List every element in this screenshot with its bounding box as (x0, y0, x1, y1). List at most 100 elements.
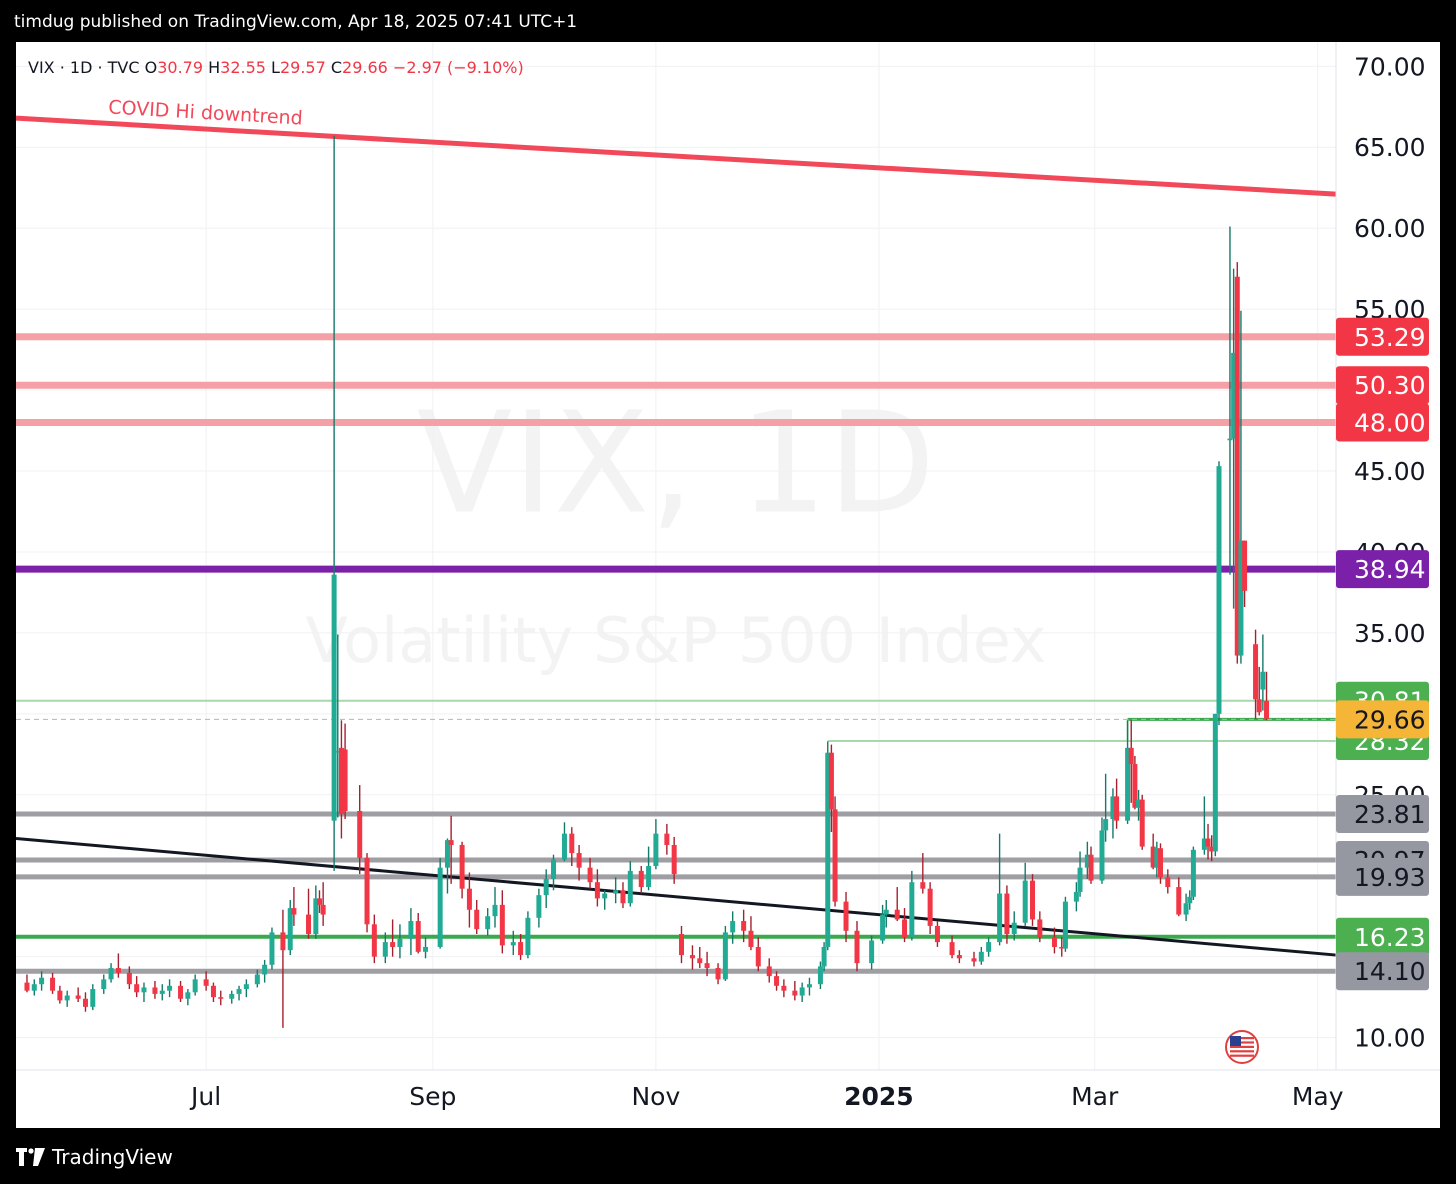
candle-body[interactable] (880, 914, 886, 941)
candle-body[interactable] (1004, 893, 1010, 935)
candle-body[interactable] (415, 921, 421, 952)
candle-body[interactable] (313, 898, 319, 935)
candle-body[interactable] (382, 942, 388, 957)
candle-body[interactable] (262, 964, 268, 975)
candle-body[interactable] (971, 958, 977, 962)
candle-body[interactable] (569, 833, 575, 854)
trendline[interactable] (16, 115, 1337, 197)
candle-body[interactable] (437, 867, 443, 947)
candle-body[interactable] (536, 895, 542, 918)
candle-body[interactable] (152, 987, 158, 994)
candles[interactable] (24, 135, 1270, 1028)
candle-body[interactable] (1216, 466, 1222, 714)
candle-body[interactable] (638, 870, 644, 888)
candle-body[interactable] (1201, 838, 1207, 850)
candle-body[interactable] (755, 946, 761, 967)
candle-body[interactable] (1183, 903, 1189, 915)
candle-body[interactable] (1022, 880, 1028, 923)
candle-body[interactable] (108, 968, 114, 980)
candle-body[interactable] (551, 859, 557, 879)
candle-body[interactable] (50, 977, 56, 991)
candle-body[interactable] (24, 982, 30, 991)
candle-body[interactable] (986, 942, 992, 952)
candle-body[interactable] (1136, 799, 1142, 808)
candle-body[interactable] (390, 942, 396, 947)
vix-chart[interactable]: VIX, 1D Volatility S&P 500 Index COVID Hi… (16, 42, 1440, 1128)
candle-body[interactable] (1062, 901, 1068, 949)
candle-body[interactable] (1088, 854, 1094, 881)
candle-body[interactable] (1073, 891, 1079, 902)
candle-body[interactable] (1231, 352, 1237, 439)
candle-body[interactable] (1227, 438, 1233, 441)
candle-body[interactable] (444, 840, 450, 868)
candle-body[interactable] (1264, 700, 1270, 719)
candle-body[interactable] (587, 867, 593, 883)
candle-body[interactable] (1139, 799, 1145, 847)
candle-body[interactable] (1157, 848, 1163, 878)
candle-body[interactable] (1059, 946, 1065, 949)
candle-body[interactable] (291, 908, 297, 915)
candle-body[interactable] (335, 751, 341, 753)
candle-body[interactable] (1103, 819, 1109, 831)
candle-body[interactable] (817, 966, 823, 985)
candle-body[interactable] (218, 997, 224, 999)
candle-body[interactable] (1165, 877, 1171, 888)
candle-body[interactable] (883, 909, 889, 915)
candle-body[interactable] (192, 979, 198, 993)
candle-body[interactable] (774, 976, 780, 986)
candle-body[interactable] (1037, 919, 1043, 938)
candle-body[interactable] (243, 984, 249, 990)
candle-body[interactable] (1238, 540, 1244, 656)
candle-body[interactable] (1260, 671, 1266, 690)
candle-body[interactable] (689, 955, 695, 959)
candle-body[interactable] (799, 987, 805, 996)
candle-body[interactable] (254, 974, 260, 985)
candle-body[interactable] (203, 979, 209, 986)
candle-body[interactable] (613, 890, 619, 894)
candle-body[interactable] (75, 995, 81, 999)
candle-body[interactable] (949, 942, 955, 956)
candle-body[interactable] (141, 987, 147, 993)
candle-body[interactable] (167, 985, 173, 991)
candle-body[interactable] (748, 930, 754, 947)
candle-body[interactable] (1084, 854, 1090, 868)
candle-body[interactable] (1242, 540, 1248, 591)
candle-body[interactable] (338, 747, 344, 815)
candle-body[interactable] (236, 989, 242, 994)
candle-body[interactable] (485, 916, 491, 930)
candle-body[interactable] (927, 888, 933, 926)
candle-body[interactable] (1154, 848, 1160, 868)
candle-body[interactable] (664, 833, 670, 845)
candle-body[interactable] (1099, 830, 1105, 881)
candle-body[interactable] (697, 958, 703, 964)
candle-body[interactable] (1253, 644, 1259, 700)
candle-body[interactable] (894, 909, 900, 920)
candle-body[interactable] (364, 857, 370, 925)
candle-body[interactable] (620, 890, 626, 904)
candle-body[interactable] (978, 951, 984, 962)
candle-body[interactable] (134, 984, 140, 993)
candle-body[interactable] (741, 921, 747, 931)
candle-body[interactable] (1128, 747, 1134, 765)
candle-body[interactable] (1110, 796, 1116, 820)
candle-body[interactable] (920, 882, 926, 889)
candle-body[interactable] (832, 809, 838, 902)
candle-body[interactable] (269, 932, 275, 965)
candle-body[interactable] (909, 882, 915, 938)
candle-body[interactable] (1205, 838, 1211, 847)
candle-body[interactable] (459, 844, 465, 889)
candle-body[interactable] (287, 908, 293, 951)
candle-body[interactable] (408, 921, 414, 939)
candle-body[interactable] (678, 934, 684, 956)
candle-body[interactable] (543, 878, 549, 896)
candle-body[interactable] (1051, 937, 1057, 947)
candle-body[interactable] (715, 968, 721, 980)
candle-body[interactable] (448, 840, 454, 845)
candle-body[interactable] (126, 972, 132, 985)
candle-body[interactable] (492, 904, 498, 917)
candle-body[interactable] (766, 966, 772, 977)
candle-body[interactable] (210, 985, 216, 998)
candle-body[interactable] (956, 955, 962, 959)
candle-body[interactable] (115, 968, 121, 973)
candle-body[interactable] (1114, 796, 1120, 821)
